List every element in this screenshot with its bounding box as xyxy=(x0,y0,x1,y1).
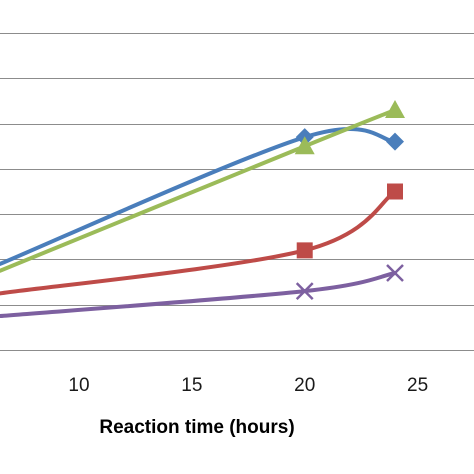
gridlines xyxy=(0,33,474,351)
x-tick-label-2: 20 xyxy=(294,375,315,396)
x-axis-ticks: 10 15 20 25 xyxy=(68,375,428,396)
series-1-marker-0 xyxy=(294,136,315,155)
x-axis-title: Reaction time (hours) xyxy=(99,417,294,438)
x-tick-label-0: 10 xyxy=(68,375,89,396)
series-line-3 xyxy=(0,271,397,319)
x-tick-label-3: 25 xyxy=(407,375,428,396)
series-1-marker-1 xyxy=(385,99,405,118)
series-2-marker-1 xyxy=(387,183,403,200)
x-tick-label-1: 15 xyxy=(181,375,202,396)
series-group xyxy=(0,99,405,319)
series-3-marker-1 xyxy=(386,264,404,282)
series-line-2 xyxy=(0,189,397,296)
series-3-marker-0 xyxy=(295,282,314,301)
series-line-0 xyxy=(0,127,397,266)
series-0-marker-1 xyxy=(386,132,404,151)
series-2-marker-0 xyxy=(296,242,313,259)
series-line-1 xyxy=(0,107,397,273)
